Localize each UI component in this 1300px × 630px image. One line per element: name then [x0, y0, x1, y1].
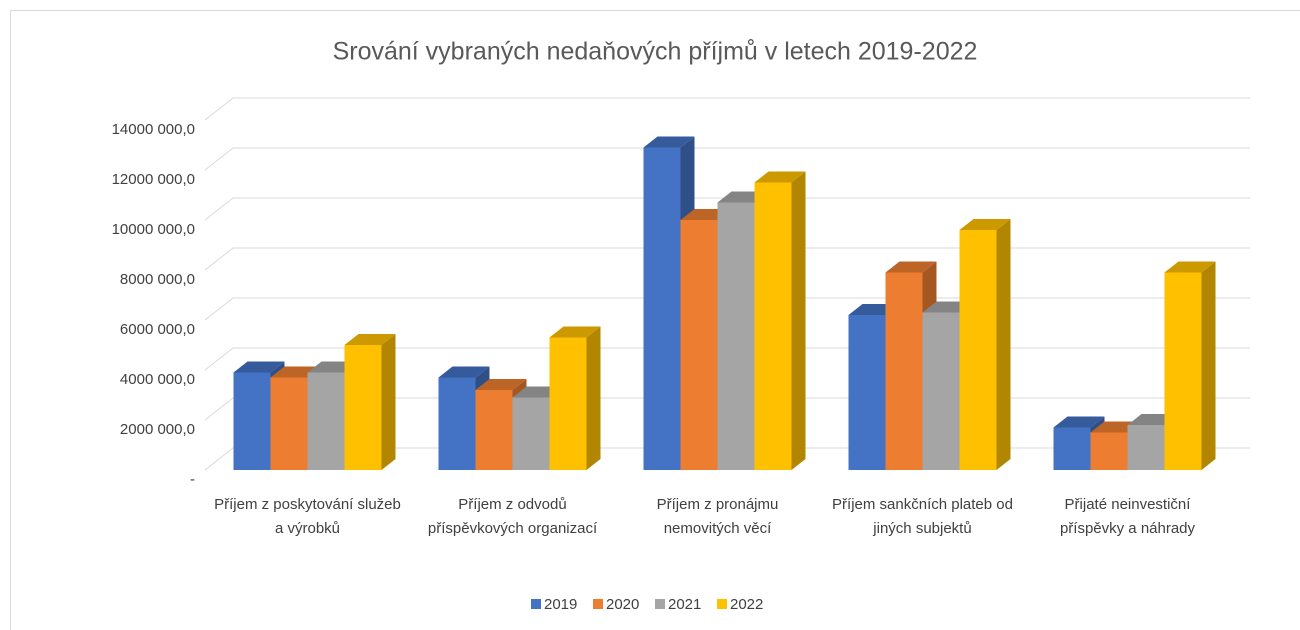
grid-line [204, 97, 1250, 121]
y-tick-label: 4000 000,0 [120, 371, 195, 388]
legend-label: 2020 [606, 596, 639, 613]
bar [1127, 425, 1165, 470]
legend-swatch [717, 599, 727, 609]
bar-top [438, 366, 490, 378]
legend-label: 2021 [668, 596, 701, 613]
grid-line [204, 247, 1250, 271]
bar-top [885, 261, 937, 273]
bar-top [754, 171, 806, 183]
bar [1090, 432, 1128, 470]
y-tick-label: 10000 000,0 [112, 221, 195, 238]
bar [1053, 427, 1091, 470]
bar [643, 147, 681, 470]
x-tick-label: Příjem sankčních plateb od jiných subjek… [832, 496, 1013, 537]
bar-top [1164, 261, 1216, 273]
bar-top [549, 326, 601, 338]
legend-swatch [655, 599, 665, 609]
bar [307, 372, 345, 470]
bar-top [959, 219, 1011, 230]
bar-top [475, 379, 527, 390]
y-tick-label: 2000 000,0 [120, 421, 195, 438]
legend-swatch [593, 599, 603, 609]
x-tick-label: Příjem z odvodů příspěvkových organizací [427, 496, 598, 537]
y-tick-label: 12000 000,0 [112, 171, 195, 188]
bar [438, 377, 476, 470]
bar-top [233, 361, 285, 373]
legend-swatch [531, 599, 541, 609]
x-tick-label: Přijaté neinvestiční příspěvky a náhrady [1059, 496, 1196, 537]
bar [233, 372, 271, 470]
bar [549, 337, 587, 470]
bar-side [1201, 261, 1216, 470]
bar [270, 377, 308, 470]
bar [680, 220, 718, 470]
x-tick-label: Příjem z pronájmu nemovitých věcí [656, 496, 779, 537]
bar [512, 397, 550, 470]
bar [754, 182, 792, 470]
chart-title: Srování vybraných nedaňových příjmů v le… [333, 38, 978, 66]
bar-side [791, 171, 806, 470]
bar-side [381, 334, 396, 470]
grid-line [204, 197, 1250, 221]
y-tick-label: 6000 000,0 [120, 321, 195, 338]
y-tick-label: 8000 000,0 [120, 271, 195, 288]
bar-side [996, 219, 1011, 470]
y-tick-label: 14000 000,0 [112, 121, 195, 138]
bar [344, 345, 382, 470]
bar-top [643, 136, 695, 148]
bar-top [344, 334, 396, 345]
y-tick-label: - [190, 471, 195, 488]
legend-label: 2022 [730, 596, 763, 613]
bar-top [1053, 416, 1105, 428]
grid-line [204, 147, 1250, 171]
bar [717, 202, 755, 470]
bar [1164, 272, 1202, 470]
legend-label: 2019 [544, 596, 577, 613]
chart-border [10, 10, 1300, 630]
bar [959, 230, 997, 470]
bar-side [586, 326, 601, 470]
bar [885, 272, 923, 470]
bar [922, 312, 960, 470]
x-tick-label: Příjem z poskytování služeb a výrobků [214, 496, 401, 537]
bar [848, 315, 886, 470]
bar [475, 390, 513, 470]
